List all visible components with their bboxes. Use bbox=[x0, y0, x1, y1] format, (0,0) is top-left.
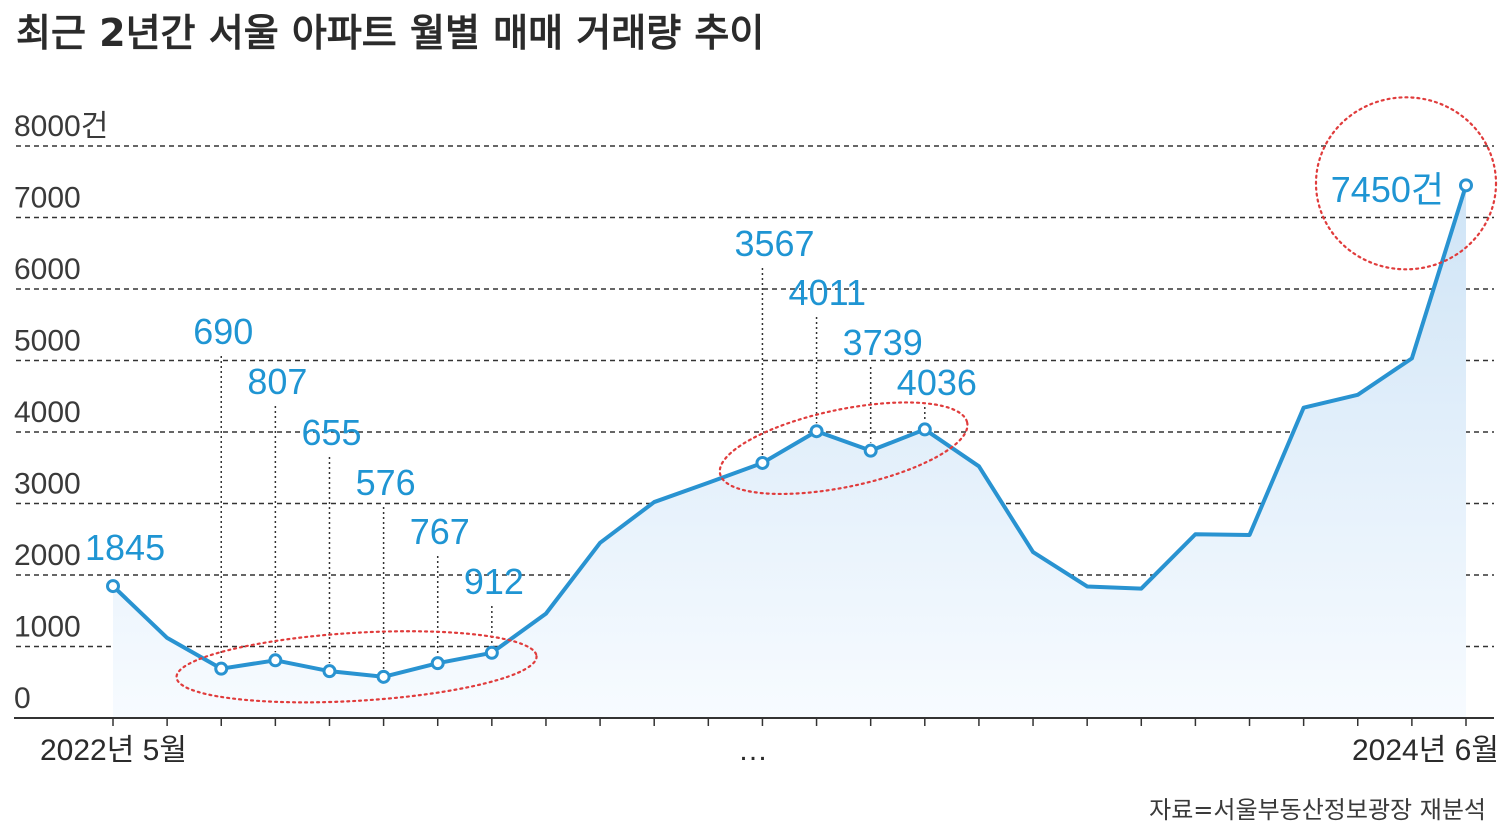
highlight-ellipse bbox=[718, 401, 969, 496]
highlight-ellipse bbox=[1314, 96, 1498, 271]
data-point bbox=[917, 422, 932, 437]
series-polyline bbox=[111, 183, 1468, 679]
data-points bbox=[106, 178, 1473, 684]
y-tick-label: 6000 bbox=[14, 253, 81, 286]
data-point bbox=[1459, 178, 1473, 193]
y-tick-label: 5000 bbox=[14, 325, 81, 358]
data-point bbox=[755, 455, 770, 470]
area-path bbox=[113, 185, 1466, 718]
x-middle-label: … bbox=[738, 734, 768, 767]
highlight-ellipse bbox=[175, 630, 538, 704]
label-leader-lines bbox=[220, 268, 926, 669]
data-point bbox=[863, 443, 878, 458]
data-point bbox=[376, 669, 391, 684]
data-label: 1845 bbox=[85, 527, 165, 568]
chart-title: 최근 2년간 서울 아파트 월별 매매 거래량 추이 bbox=[16, 11, 764, 55]
series-line bbox=[111, 183, 1468, 679]
data-point bbox=[809, 424, 824, 439]
x-axis bbox=[14, 717, 1494, 726]
y-tick-labels: 0 1000 2000 3000 4000 5000 6000 7000 8000건 bbox=[14, 110, 108, 715]
data-label: 4036 bbox=[897, 362, 977, 403]
data-label: 767 bbox=[410, 511, 470, 552]
x-end-label: 2024년 6월 bbox=[1352, 734, 1499, 767]
data-label: 7450건 bbox=[1331, 169, 1444, 210]
data-label: 807 bbox=[247, 361, 307, 402]
highlight-ellipses bbox=[175, 96, 1498, 704]
data-point bbox=[430, 656, 445, 671]
source-note: 자료=서울부동산정보광장 재분석 bbox=[1149, 796, 1486, 824]
data-point bbox=[214, 661, 229, 676]
y-tick-label: 8000건 bbox=[14, 110, 108, 143]
area-fill bbox=[113, 185, 1466, 718]
data-label: 3739 bbox=[843, 322, 923, 363]
data-label: 690 bbox=[193, 311, 253, 352]
data-point bbox=[484, 645, 499, 660]
data-label: 4011 bbox=[789, 272, 866, 313]
y-tick-label: 4000 bbox=[14, 396, 81, 429]
data-label: 576 bbox=[356, 462, 416, 503]
y-tick-label: 7000 bbox=[14, 182, 81, 215]
y-tick-label: 3000 bbox=[14, 468, 81, 501]
data-point bbox=[268, 653, 283, 668]
y-tick-label: 1000 bbox=[14, 611, 81, 644]
data-point bbox=[322, 664, 337, 679]
data-point bbox=[106, 579, 120, 594]
x-start-label: 2022년 5월 bbox=[40, 734, 187, 767]
data-label: 655 bbox=[301, 412, 361, 453]
data-label: 912 bbox=[464, 561, 524, 602]
y-tick-label: 2000 bbox=[14, 539, 81, 572]
data-label: 3567 bbox=[734, 223, 814, 264]
y-tick-label: 0 bbox=[14, 682, 31, 715]
